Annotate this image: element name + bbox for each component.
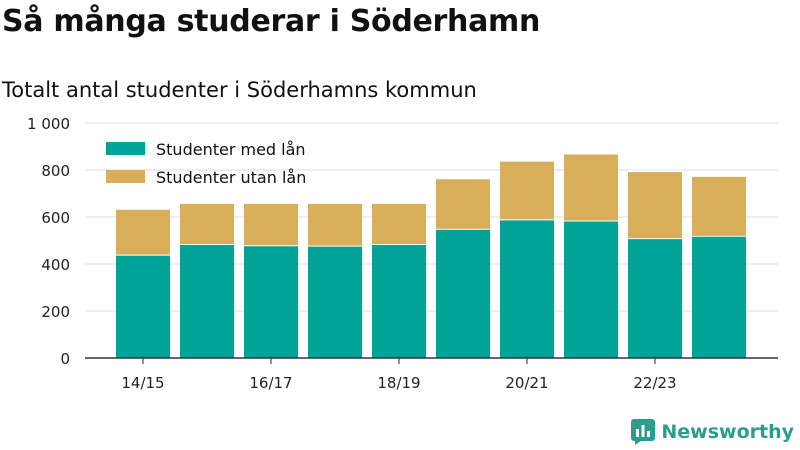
chart-title: Så många studerar i Söderhamn xyxy=(2,4,541,39)
bar-segment xyxy=(116,208,170,255)
bar-segment xyxy=(372,202,426,245)
bar-segment xyxy=(308,245,362,358)
y-tick-label: 1 000 xyxy=(27,115,70,133)
y-axis: 0 200 400 600 800 1 000 xyxy=(27,115,70,368)
y-tick-label: 400 xyxy=(41,256,70,274)
legend-label: Studenter utan lån xyxy=(156,168,306,187)
y-tick-label: 800 xyxy=(41,162,70,180)
bar-segment xyxy=(180,244,234,358)
x-tick-label: 18/19 xyxy=(377,374,420,392)
bar-segment xyxy=(692,175,746,236)
bar-segment xyxy=(180,202,234,245)
bar-segment xyxy=(564,153,618,221)
x-tick-label: 22/23 xyxy=(633,374,676,392)
x-tick-label: 20/21 xyxy=(505,374,548,392)
legend-swatch xyxy=(106,170,145,183)
bar-segment xyxy=(244,245,298,358)
x-tick-label: 16/17 xyxy=(249,374,292,392)
chart-subtitle: Totalt antal studenter i Söderhamns komm… xyxy=(2,78,477,102)
y-tick-label: 0 xyxy=(60,350,70,368)
x-tick-label: 14/15 xyxy=(121,374,164,392)
bar-segment xyxy=(628,238,682,358)
bar-segment xyxy=(308,202,362,246)
brand-name: Newsworthy xyxy=(661,421,794,443)
bar-segment xyxy=(372,244,426,358)
legend: Studenter med lån Studenter utan lån xyxy=(106,140,306,187)
y-tick-label: 600 xyxy=(41,209,70,227)
bar-segment xyxy=(500,160,554,220)
bar-segment xyxy=(244,202,298,246)
bar-segment xyxy=(692,235,746,358)
bar-segment xyxy=(564,220,618,358)
bar-segment xyxy=(628,171,682,239)
legend-label: Studenter med lån xyxy=(156,140,306,159)
bar-segment xyxy=(436,228,490,358)
bar-segment xyxy=(436,178,490,229)
y-tick-label: 200 xyxy=(41,303,70,321)
legend-swatch xyxy=(106,142,145,155)
bars xyxy=(116,152,746,358)
bar-segment xyxy=(500,219,554,358)
bar-segment xyxy=(116,254,170,358)
bar-chart-logo-icon xyxy=(631,419,656,445)
brand-logo: Newsworthy xyxy=(631,419,794,445)
x-axis: 14/15 16/17 18/19 20/21 22/23 xyxy=(85,357,778,392)
